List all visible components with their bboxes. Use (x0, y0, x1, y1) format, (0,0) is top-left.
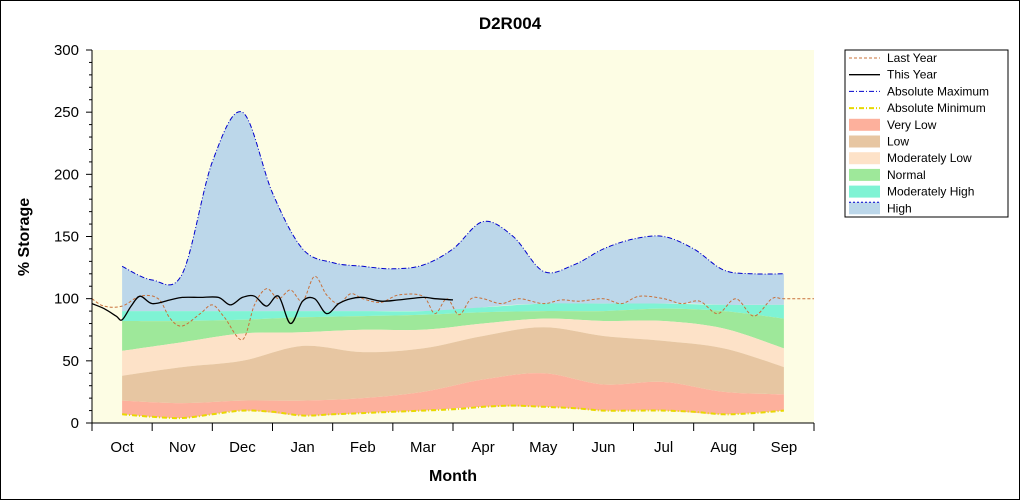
x-tick-label-jun: Jun (591, 439, 615, 456)
band-layer (122, 111, 784, 419)
chart-title: D2R004 (479, 14, 542, 33)
series-last-year (92, 275, 814, 341)
band-moderately-low (122, 318, 784, 376)
x-tick-label-feb: Feb (350, 439, 376, 456)
band-very-low (122, 373, 784, 419)
y-axis-title: % Storage (16, 198, 33, 276)
legend-label-absolute-minimum: Absolute Minimum (887, 101, 986, 115)
legend-label-very-low: Very Low (887, 118, 937, 132)
legend-label-moderately-low: Moderately Low (887, 151, 972, 165)
x-tick-label-nov: Nov (169, 439, 196, 456)
x-tick-label-oct: Oct (110, 439, 134, 456)
y-tick-label: 300 (54, 42, 79, 59)
band-high (122, 111, 784, 312)
x-tick-label-may: May (529, 439, 558, 456)
series-absolute-maximum (121, 111, 784, 286)
x-tick-label-aug: Aug (710, 439, 737, 456)
legend-label-this-year: This Year (887, 68, 937, 82)
axes: 0 50 100 150 200 250 300 Oct Nov Dec Jan Feb Mar Apr M… (54, 42, 815, 456)
band-moderately-high (122, 303, 784, 322)
legend-swatch-very-low (849, 118, 880, 131)
legend-swatch-normal (849, 168, 880, 181)
legend-label-last-year: Last Year (887, 51, 937, 65)
y-tick-label: 0 (71, 415, 79, 432)
legend-swatch-low (849, 135, 880, 148)
y-tick-label: 250 (54, 104, 79, 121)
legend-label-moderately-high: Moderately High (887, 185, 974, 199)
line-layer (92, 111, 814, 420)
legend-label-absolute-maximum: Absolute Maximum (887, 84, 989, 98)
x-tick-label-apr: Apr (471, 439, 494, 456)
x-tick-label-jan: Jan (290, 439, 314, 456)
legend-label-low: Low (887, 135, 909, 149)
x-tick-label-sep: Sep (771, 439, 798, 456)
legend-swatch-moderately-high (849, 185, 880, 198)
y-tick-label: 50 (62, 353, 79, 370)
band-low (122, 327, 784, 404)
legend-label-high: High (887, 201, 912, 215)
legend-swatch-high (849, 202, 880, 215)
legend-label-normal: Normal (887, 168, 926, 182)
x-tick-label-dec: Dec (229, 439, 256, 456)
y-tick-label: 100 (54, 291, 79, 308)
x-axis-title: Month (429, 468, 477, 485)
y-tick-label: 200 (54, 166, 79, 183)
series-this-year (92, 294, 454, 325)
series-absolute-minimum (122, 404, 784, 420)
y-tick-label: 150 (54, 229, 79, 246)
x-tick-label-jul: Jul (654, 439, 673, 456)
x-tick-label-mar: Mar (410, 439, 436, 456)
legend: Last Year This Year Absolute Maximum Absolu… (844, 49, 1009, 218)
legend-swatch-moderately-low (849, 152, 880, 165)
